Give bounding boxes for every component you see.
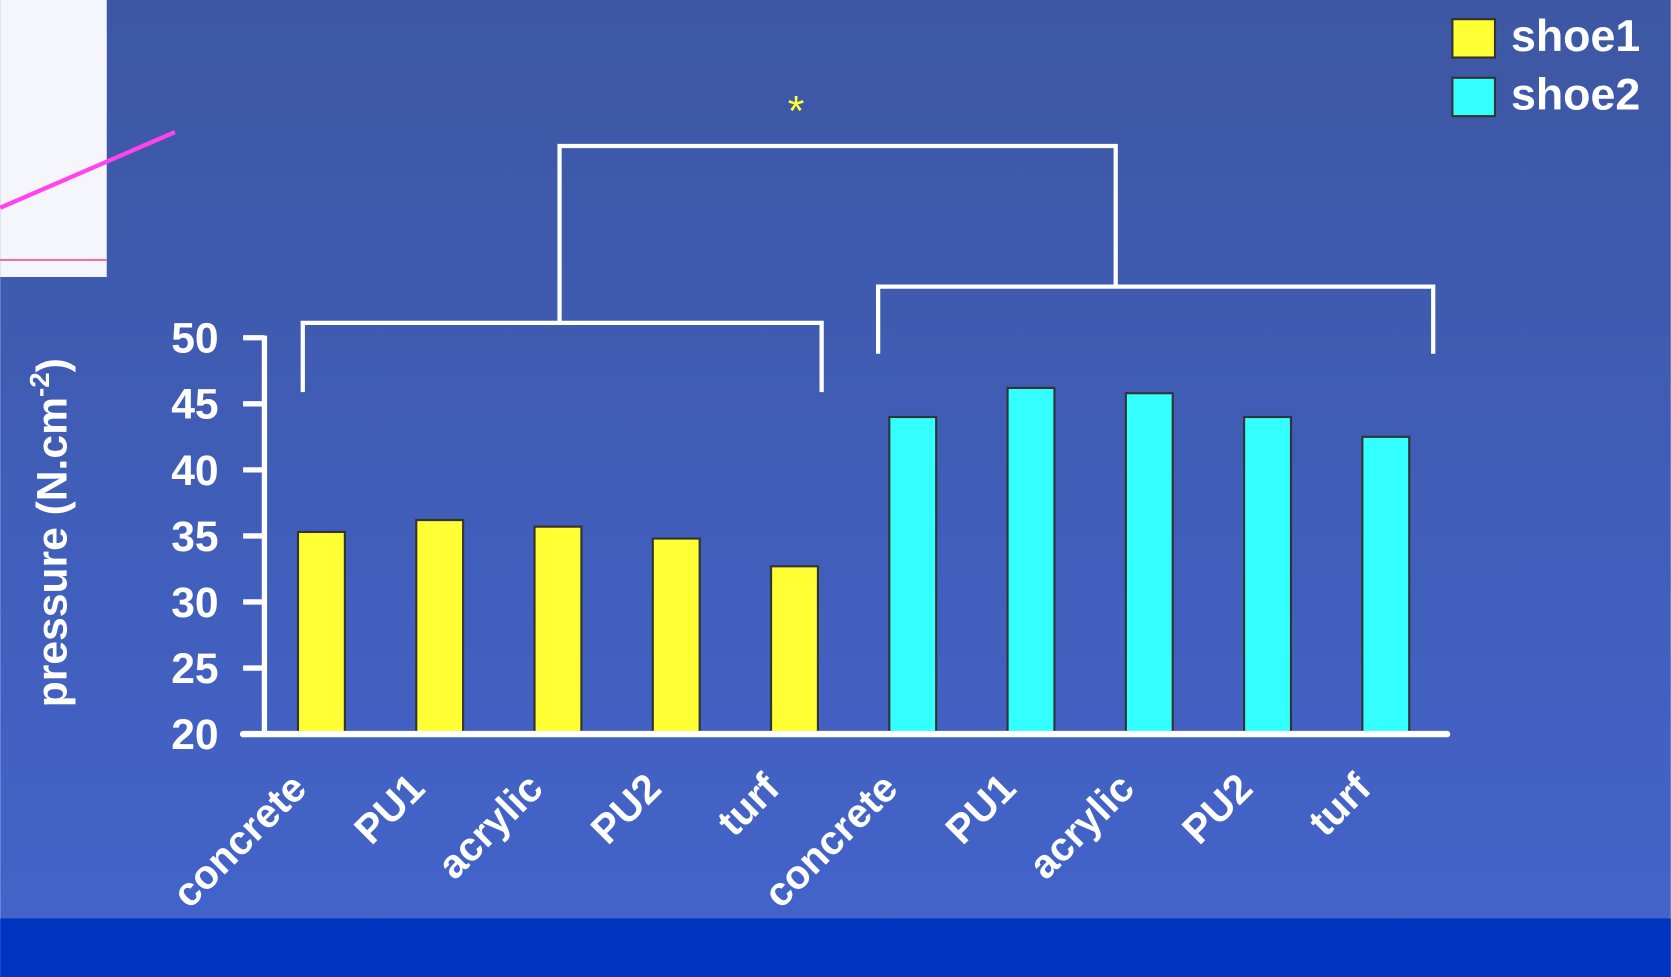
legend-label: shoe2 [1511, 70, 1640, 120]
y-tick-label: 40 [171, 447, 218, 495]
bracket [300, 320, 824, 393]
y-label-suffix: ) [28, 358, 76, 372]
y-label-text: pressure (N.cm [28, 397, 76, 707]
bar [296, 530, 346, 736]
footer-band [0, 918, 1671, 977]
bracket [557, 143, 1118, 323]
y-tick-label: 20 [171, 711, 218, 759]
bar [769, 565, 819, 736]
bar [888, 415, 938, 736]
y-axis-label: pressure (N.cm-2) [24, 358, 76, 707]
bar [533, 525, 583, 736]
y-tick-label: 45 [171, 381, 218, 429]
legend-label: shoe1 [1511, 11, 1640, 61]
y-tick-label: 35 [171, 513, 218, 561]
annotation: * [788, 88, 805, 136]
bar [1243, 415, 1293, 736]
inset-image [0, 0, 107, 278]
bracket [875, 284, 1436, 354]
bar [415, 518, 465, 736]
inset-line [0, 130, 176, 210]
bar [1124, 392, 1174, 736]
brackets [300, 143, 1436, 393]
bar [1006, 386, 1056, 736]
y-tick-label: 25 [171, 645, 218, 693]
y-tick-label: 30 [171, 579, 218, 627]
legend-swatch [1451, 18, 1497, 59]
y-label-sup: -2 [24, 372, 55, 397]
bar [1361, 435, 1411, 736]
y-tick-label: 50 [171, 315, 218, 363]
legend-swatch [1451, 76, 1497, 118]
bar [651, 537, 701, 736]
